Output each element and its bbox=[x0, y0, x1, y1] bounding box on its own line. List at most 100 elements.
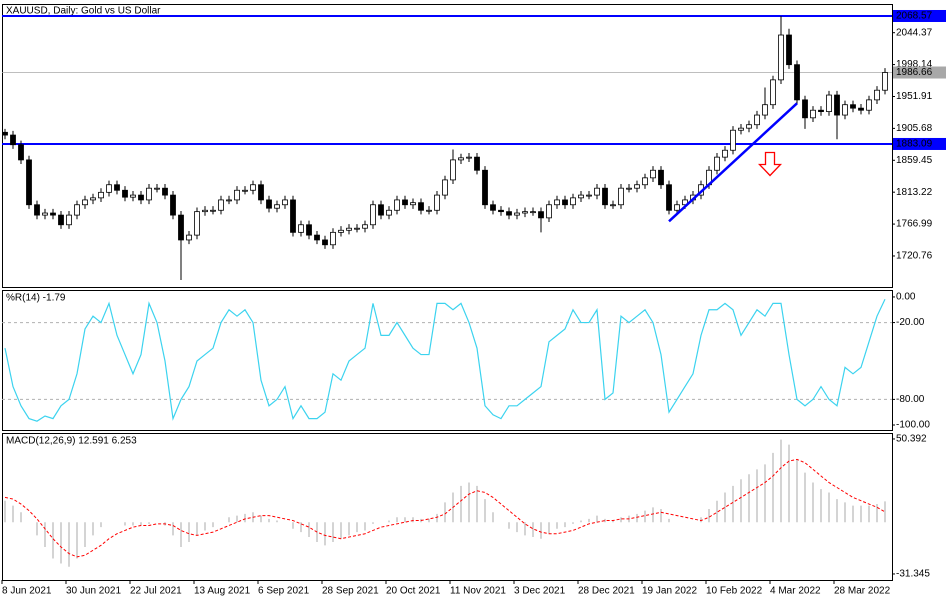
candle-body bbox=[170, 194, 176, 216]
candle-body bbox=[306, 224, 312, 236]
candle-body bbox=[186, 234, 192, 241]
candle-body bbox=[378, 204, 384, 216]
candle-body bbox=[98, 191, 104, 199]
y-tick-label: 1905.68 bbox=[896, 123, 933, 134]
candle-body bbox=[802, 99, 808, 119]
candle-body bbox=[410, 202, 416, 206]
candle-body bbox=[162, 187, 168, 196]
candle-body bbox=[842, 104, 848, 116]
macd-panel-frame bbox=[2, 433, 893, 581]
candle-body bbox=[666, 184, 672, 211]
candle-body bbox=[386, 209, 392, 216]
candle-body bbox=[394, 199, 400, 211]
candle-body bbox=[786, 34, 792, 66]
price-title: XAUUSD, Daily: Gold vs US Dollar bbox=[6, 6, 161, 17]
candle-body bbox=[314, 234, 320, 241]
candle-body bbox=[458, 157, 464, 161]
candle-body bbox=[146, 187, 152, 201]
candle-body bbox=[778, 34, 784, 81]
candle-body bbox=[522, 211, 528, 214]
candle-body bbox=[442, 179, 448, 196]
candle-body bbox=[418, 202, 424, 211]
candle-body bbox=[738, 127, 744, 131]
candle-body bbox=[114, 184, 120, 191]
x-tick-label: 13 Aug 2021 bbox=[194, 586, 251, 597]
last-price-box bbox=[893, 66, 946, 79]
candle-body bbox=[202, 209, 208, 213]
candle-body bbox=[298, 224, 304, 233]
x-tick-label: 28 Sep 2021 bbox=[322, 586, 379, 597]
candle-body bbox=[90, 197, 96, 201]
candle-body bbox=[138, 194, 144, 201]
candle-body bbox=[330, 231, 336, 246]
candle-body bbox=[242, 189, 248, 192]
candle-body bbox=[178, 214, 184, 241]
candle-body bbox=[482, 169, 488, 206]
candle-body bbox=[818, 109, 824, 113]
candle-body bbox=[826, 94, 832, 113]
x-tick-label: 3 Dec 2021 bbox=[514, 586, 566, 597]
candle-body bbox=[234, 189, 240, 201]
candle-body bbox=[402, 199, 408, 206]
x-tick-label: 22 Jul 2021 bbox=[130, 586, 182, 597]
candle-body bbox=[210, 209, 216, 212]
candle-body bbox=[546, 204, 552, 219]
price-label-box bbox=[893, 9, 946, 22]
candle-body bbox=[66, 214, 72, 226]
candle-body bbox=[10, 134, 16, 146]
candle-body bbox=[618, 187, 624, 206]
x-tick-label: 30 Jun 2021 bbox=[66, 586, 121, 597]
x-tick-label: 11 Nov 2021 bbox=[450, 586, 506, 597]
candle-body bbox=[354, 227, 360, 230]
candle-body bbox=[746, 124, 752, 129]
candle-body bbox=[866, 99, 872, 111]
candle-body bbox=[794, 64, 800, 101]
candle-body bbox=[514, 212, 520, 216]
candle-body bbox=[226, 199, 232, 202]
candle-body bbox=[850, 104, 856, 109]
candle-body bbox=[474, 156, 480, 171]
trendline bbox=[668, 102, 798, 223]
price-panel-frame bbox=[2, 4, 893, 288]
candle-body bbox=[266, 199, 272, 209]
candle-body bbox=[362, 224, 368, 229]
x-tick-label: 19 Jan 2022 bbox=[642, 586, 697, 597]
candle-body bbox=[506, 211, 512, 216]
y-tick-label: 0.00 bbox=[896, 292, 916, 303]
candle-body bbox=[858, 107, 864, 111]
y-tick-label: 50.392 bbox=[896, 434, 927, 445]
x-tick-label: 28 Dec 2021 bbox=[578, 586, 635, 597]
candle-body bbox=[274, 204, 280, 209]
candle-body bbox=[282, 199, 288, 206]
signal-line bbox=[4, 458, 886, 558]
y-tick-label: -20.00 bbox=[896, 317, 925, 328]
candle-body bbox=[74, 204, 80, 216]
candle-body bbox=[250, 184, 256, 191]
candle-body bbox=[570, 197, 576, 206]
candle-body bbox=[538, 211, 544, 219]
candle-body bbox=[370, 204, 376, 226]
candle-body bbox=[882, 72, 888, 91]
y-tick-label: -31.345 bbox=[896, 569, 930, 580]
candle-body bbox=[810, 109, 816, 119]
candle-body bbox=[626, 187, 632, 190]
candle-body bbox=[258, 184, 264, 201]
y-tick-label: 1813.22 bbox=[896, 187, 933, 198]
candle-body bbox=[730, 129, 736, 151]
candle-body bbox=[578, 194, 584, 199]
candle-body bbox=[770, 79, 776, 106]
y-tick-label: -100.00 bbox=[896, 420, 930, 431]
candle-body bbox=[658, 169, 664, 186]
candle-body bbox=[650, 169, 656, 179]
candle-body bbox=[498, 209, 504, 213]
candle-body bbox=[322, 239, 328, 246]
candle-body bbox=[338, 229, 344, 233]
candle-body bbox=[674, 204, 680, 211]
y-tick-label: 1766.99 bbox=[896, 219, 933, 230]
last-price-label: 1986.66 bbox=[896, 67, 933, 78]
x-tick-label: 4 Mar 2022 bbox=[770, 586, 821, 597]
candle-body bbox=[218, 199, 224, 211]
y-tick-label: 1951.91 bbox=[896, 91, 933, 102]
